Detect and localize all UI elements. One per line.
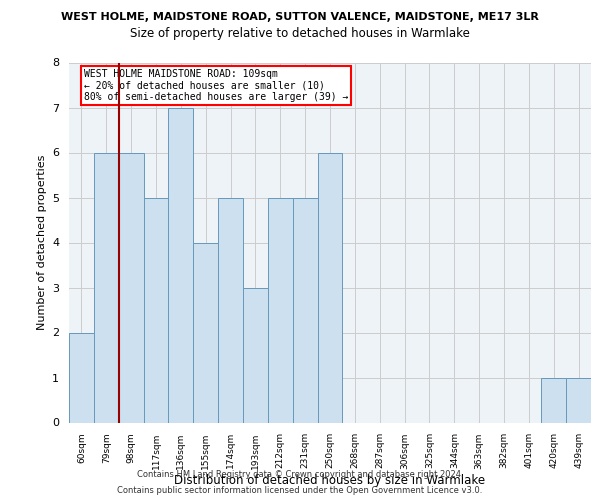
Bar: [317, 152, 343, 422]
Bar: [293, 198, 317, 422]
Bar: [243, 288, 268, 422]
Bar: [169, 108, 193, 422]
Text: Contains HM Land Registry data © Crown copyright and database right 2024.: Contains HM Land Registry data © Crown c…: [137, 470, 463, 479]
Text: WEST HOLME, MAIDSTONE ROAD, SUTTON VALENCE, MAIDSTONE, ME17 3LR: WEST HOLME, MAIDSTONE ROAD, SUTTON VALEN…: [61, 12, 539, 22]
Bar: [218, 198, 243, 422]
Bar: [268, 198, 293, 422]
Bar: [143, 198, 169, 422]
Text: Contains public sector information licensed under the Open Government Licence v3: Contains public sector information licen…: [118, 486, 482, 495]
Bar: [119, 152, 143, 422]
Text: WEST HOLME MAIDSTONE ROAD: 109sqm
← 20% of detached houses are smaller (10)
80% : WEST HOLME MAIDSTONE ROAD: 109sqm ← 20% …: [84, 69, 348, 102]
Bar: [94, 152, 119, 422]
Text: Size of property relative to detached houses in Warmlake: Size of property relative to detached ho…: [130, 28, 470, 40]
Bar: [69, 332, 94, 422]
X-axis label: Distribution of detached houses by size in Warmlake: Distribution of detached houses by size …: [175, 474, 485, 487]
Y-axis label: Number of detached properties: Number of detached properties: [37, 155, 47, 330]
Bar: [541, 378, 566, 422]
Bar: [193, 242, 218, 422]
Bar: [566, 378, 591, 422]
